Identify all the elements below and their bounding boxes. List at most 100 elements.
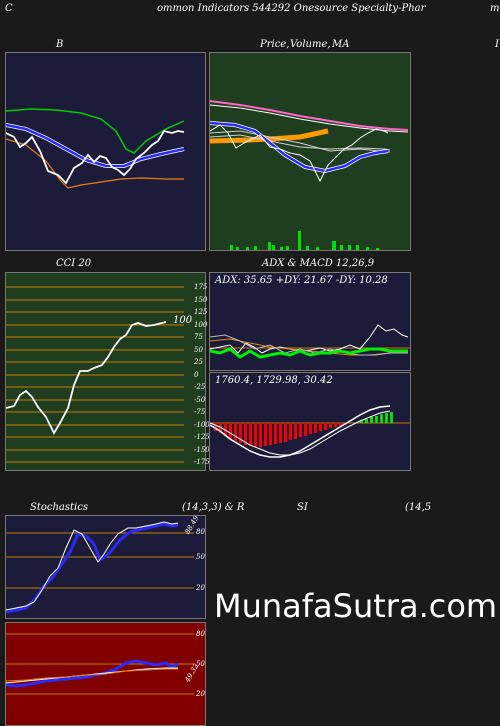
cci-tick: 25: [194, 358, 203, 366]
macd-histogram-bar: [284, 423, 287, 442]
bollinger-chart: [6, 108, 185, 189]
stoch-tick: 50: [196, 553, 205, 561]
macd-histogram-bar: [380, 414, 383, 423]
macd-histogram-bar: [375, 416, 378, 423]
rsi-line-orange: [6, 668, 178, 682]
cci-tick: 50: [194, 346, 203, 354]
rsi-tick: 20: [196, 690, 205, 698]
cci-tick: 125: [194, 308, 208, 316]
price-chart: [210, 100, 409, 250]
price-title-c: MA: [332, 39, 350, 50]
macd-histogram-bar: [294, 423, 297, 439]
bollinger-panel: [5, 52, 206, 251]
macd-histogram-bar: [385, 413, 388, 423]
adx-title: ADX & MACD 12,26,9: [262, 258, 375, 269]
macd-histogram-bar: [244, 423, 247, 445]
ma-white-upper: [210, 104, 409, 133]
cci-panel: [5, 272, 206, 471]
volume-bar: [246, 247, 249, 250]
ma-blue: [210, 121, 389, 173]
cci-chart: [6, 286, 184, 463]
rsi-line-blue: [6, 659, 179, 688]
ma-gray-1: [210, 134, 391, 151]
volume-bar: [306, 246, 309, 250]
macd-histogram-positive: [360, 412, 393, 423]
cci-tick: 150: [194, 296, 208, 304]
ma-pink: [210, 100, 409, 131]
bollinger-middle-band-blue: [6, 123, 185, 168]
ma-orange-thick: [210, 128, 329, 144]
macd-histogram-bar: [370, 417, 373, 423]
cci-tick: 0: [194, 371, 199, 379]
macd-histogram-bar: [339, 423, 342, 426]
adx-line-gray: [210, 334, 408, 356]
adx-chart: [210, 324, 410, 359]
macd-histogram-bar: [299, 423, 302, 437]
ma-gray-2: [210, 130, 391, 153]
cci-tick: -100: [194, 421, 210, 429]
macd-histogram-bar: [319, 423, 322, 431]
volume-bar: [298, 231, 301, 250]
macd-histogram-bar: [214, 423, 217, 431]
stoch-tick: 20: [196, 584, 205, 592]
stochastics-chart: [6, 521, 194, 614]
macd-histogram-bar: [219, 423, 222, 433]
macd-histogram-bar: [304, 423, 307, 436]
macd-histogram-bar: [269, 423, 272, 445]
macd-histogram-bar: [279, 423, 282, 443]
adx-line-green: [210, 347, 408, 359]
price-panel: [209, 52, 411, 251]
stoch-title-b: (14,3,3) & R: [182, 502, 245, 513]
stoch-tick: 80: [196, 528, 205, 536]
macd-histogram-bar: [329, 423, 332, 428]
cci-tick: -125: [194, 433, 210, 441]
macd-histogram-bar: [314, 423, 317, 433]
macd-histogram-bar: [224, 423, 227, 436]
macd-panel: 1760.4, 1729.98, 30.42: [209, 372, 411, 471]
macd-readout: 1760.4, 1729.98, 30.42: [215, 375, 333, 386]
header-left: C: [5, 3, 13, 14]
price-title-a: Price,: [260, 39, 290, 50]
macd-histogram-bar: [249, 423, 252, 446]
macd-histogram-bar: [234, 423, 237, 441]
macd-chart: [210, 405, 410, 458]
rsi-panel: 49.32 80 50 20: [5, 622, 206, 726]
volume-bar: [366, 247, 369, 250]
rsi-title-a: SI: [297, 502, 308, 513]
price-title-b: Volume,: [290, 39, 331, 50]
rsi-title-b: (14,5: [405, 502, 432, 513]
bollinger-title: B: [56, 39, 64, 50]
macd-histogram-bar: [360, 421, 363, 423]
cci-title: CCI 20: [56, 258, 92, 269]
macd-histogram-bar: [274, 423, 277, 444]
volume-bar: [286, 246, 289, 250]
header-right: m: [490, 3, 500, 14]
macd-histogram-bar: [334, 423, 337, 427]
stoch-title-a: Stochastics: [30, 502, 88, 513]
volume-bar: [356, 245, 359, 250]
cci-tick: 175: [194, 283, 208, 291]
bollinger-lower-band: [6, 138, 184, 189]
rsi-chart: [6, 633, 194, 695]
macd-histogram-bar: [309, 423, 312, 434]
cci-tick: 100: [194, 321, 208, 329]
volume-bar: [268, 242, 271, 250]
price-right-label: I: [495, 39, 499, 50]
macd-histogram-bar: [229, 423, 232, 439]
adx-panel: ADX: 35.65 +DY: 21.67 -DY: 10.28: [209, 272, 411, 371]
macd-histogram-bar: [264, 423, 267, 446]
stochastics-k-line: [6, 521, 179, 611]
volume-bar: [272, 245, 275, 250]
price-close-line: [210, 124, 389, 183]
cci-tick: 75: [194, 333, 203, 341]
cci-tick: -175: [194, 458, 210, 466]
macd-histogram-bar: [239, 423, 242, 443]
volume-bar: [348, 245, 351, 250]
bollinger-price-line: [6, 129, 185, 185]
macd-histogram-bar: [289, 423, 292, 440]
volume-bar: [280, 247, 283, 250]
volume-bars: [230, 231, 379, 250]
macd-histogram-bar: [365, 419, 368, 423]
volume-bar: [376, 248, 379, 250]
adx-readout: ADX: 35.65 +DY: 21.67 -DY: 10.28: [215, 275, 388, 286]
